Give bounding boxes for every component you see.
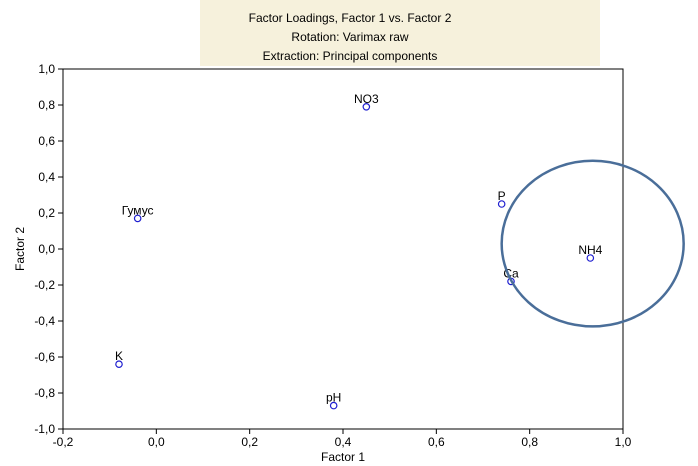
point-label: NH4: [578, 243, 602, 257]
y-tick-label: 0,6: [38, 134, 55, 148]
y-axis-title: Factor 2: [13, 227, 27, 271]
x-tick-label: 1,0: [615, 435, 632, 449]
y-tick-label: 0,0: [38, 242, 55, 256]
chart-subtitle-extraction: Extraction: Principal components: [263, 49, 438, 63]
data-point: [362, 103, 371, 111]
y-tick-label: -0,2: [34, 278, 55, 292]
chart-subtitle-rotation: Rotation: Varimax raw: [291, 30, 408, 44]
data-point: [586, 254, 595, 262]
y-tick-label: 0,2: [38, 206, 55, 220]
point-label: NO3: [354, 92, 379, 106]
plot-area: [62, 68, 624, 430]
data-point: [115, 360, 123, 369]
header-band: [200, 0, 600, 66]
x-axis-title: Factor 1: [321, 450, 365, 464]
y-axis: 1,0 0,8 0,6 0,4 0,2 0,0 -0,2 -0,4 -0,6 -0,8 -1,0: [34, 62, 63, 436]
y-tick-label: 0,8: [38, 98, 55, 112]
point-label: pH: [326, 391, 341, 405]
chart-title: Factor Loadings, Factor 1 vs. Factor 2: [249, 11, 452, 25]
y-tick-label: 0,4: [38, 170, 55, 184]
data-point: [497, 200, 506, 208]
highlight-ellipse: [500, 159, 685, 328]
y-tick-label: -1,0: [34, 422, 55, 436]
point-label: P: [498, 189, 506, 203]
data-point: [133, 214, 142, 223]
y-tick-label: -0,4: [34, 314, 55, 328]
y-tick-label: -0,8: [34, 386, 55, 400]
x-tick-label: -0,2: [53, 435, 74, 449]
x-tick-label: 0,2: [241, 435, 258, 449]
x-axis: -0,2 0,0 0,2 0,4 0,6 0,8 1,0: [53, 429, 632, 449]
point-label: Гумус: [122, 203, 154, 217]
y-tick-label: -0,6: [34, 350, 55, 364]
data-point: [329, 401, 338, 410]
x-tick-label: 0,6: [428, 435, 445, 449]
x-tick-label: 0,0: [148, 435, 165, 449]
y-tick-label: 1,0: [38, 62, 55, 76]
x-tick-label: 0,8: [521, 435, 538, 449]
x-tick-label: 0,4: [335, 435, 352, 449]
point-label: K: [115, 349, 123, 363]
